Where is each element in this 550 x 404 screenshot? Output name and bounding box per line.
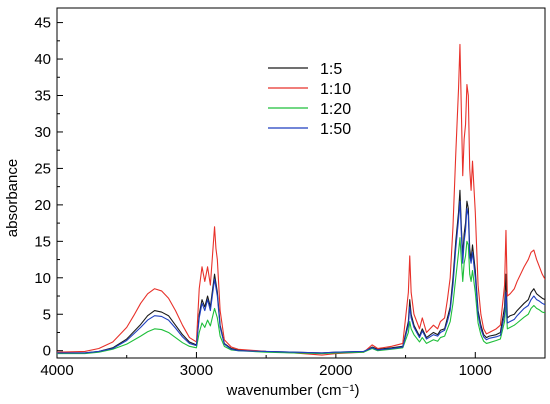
legend-label: 1:10 — [320, 81, 351, 98]
legend-label: 1:5 — [320, 61, 342, 78]
y-tick-label: 25 — [34, 160, 51, 177]
y-tick-label: 0 — [43, 343, 51, 360]
y-axis-label: absorbance — [4, 159, 21, 237]
y-tick-label: 10 — [34, 270, 51, 287]
legend: 1:5 1:10 1:20 1:50 — [268, 61, 351, 138]
series-line-2 — [57, 43, 545, 356]
plot-frame — [56, 7, 546, 359]
x-tick-label: 2000 — [319, 362, 352, 379]
series-line-3 — [57, 237, 545, 355]
y-tick-label: 35 — [34, 88, 51, 105]
x-tick-label: 3000 — [180, 362, 213, 379]
series-line-4 — [57, 200, 545, 354]
x-tick-label: 4000 — [40, 362, 73, 379]
x-axis-label: wavenumber (cm⁻¹) — [226, 382, 360, 399]
y-tick-label: 20 — [34, 197, 51, 214]
series-line-1 — [57, 189, 545, 354]
y-tick-label: 5 — [43, 306, 51, 323]
y-tick-label: 40 — [34, 51, 51, 68]
legend-label: 1:50 — [320, 121, 351, 138]
series-layer — [57, 43, 545, 356]
y-tick-label: 45 — [34, 15, 51, 32]
y-tick-label: 15 — [34, 233, 51, 250]
x-tick-label: 1000 — [459, 362, 492, 379]
ticks-layer: 4000 3000 2000 1000 0 5 10 15 20 25 30 35 40 45 — [34, 15, 546, 379]
y-tick-label: 30 — [34, 124, 51, 141]
legend-label: 1:20 — [320, 101, 351, 118]
